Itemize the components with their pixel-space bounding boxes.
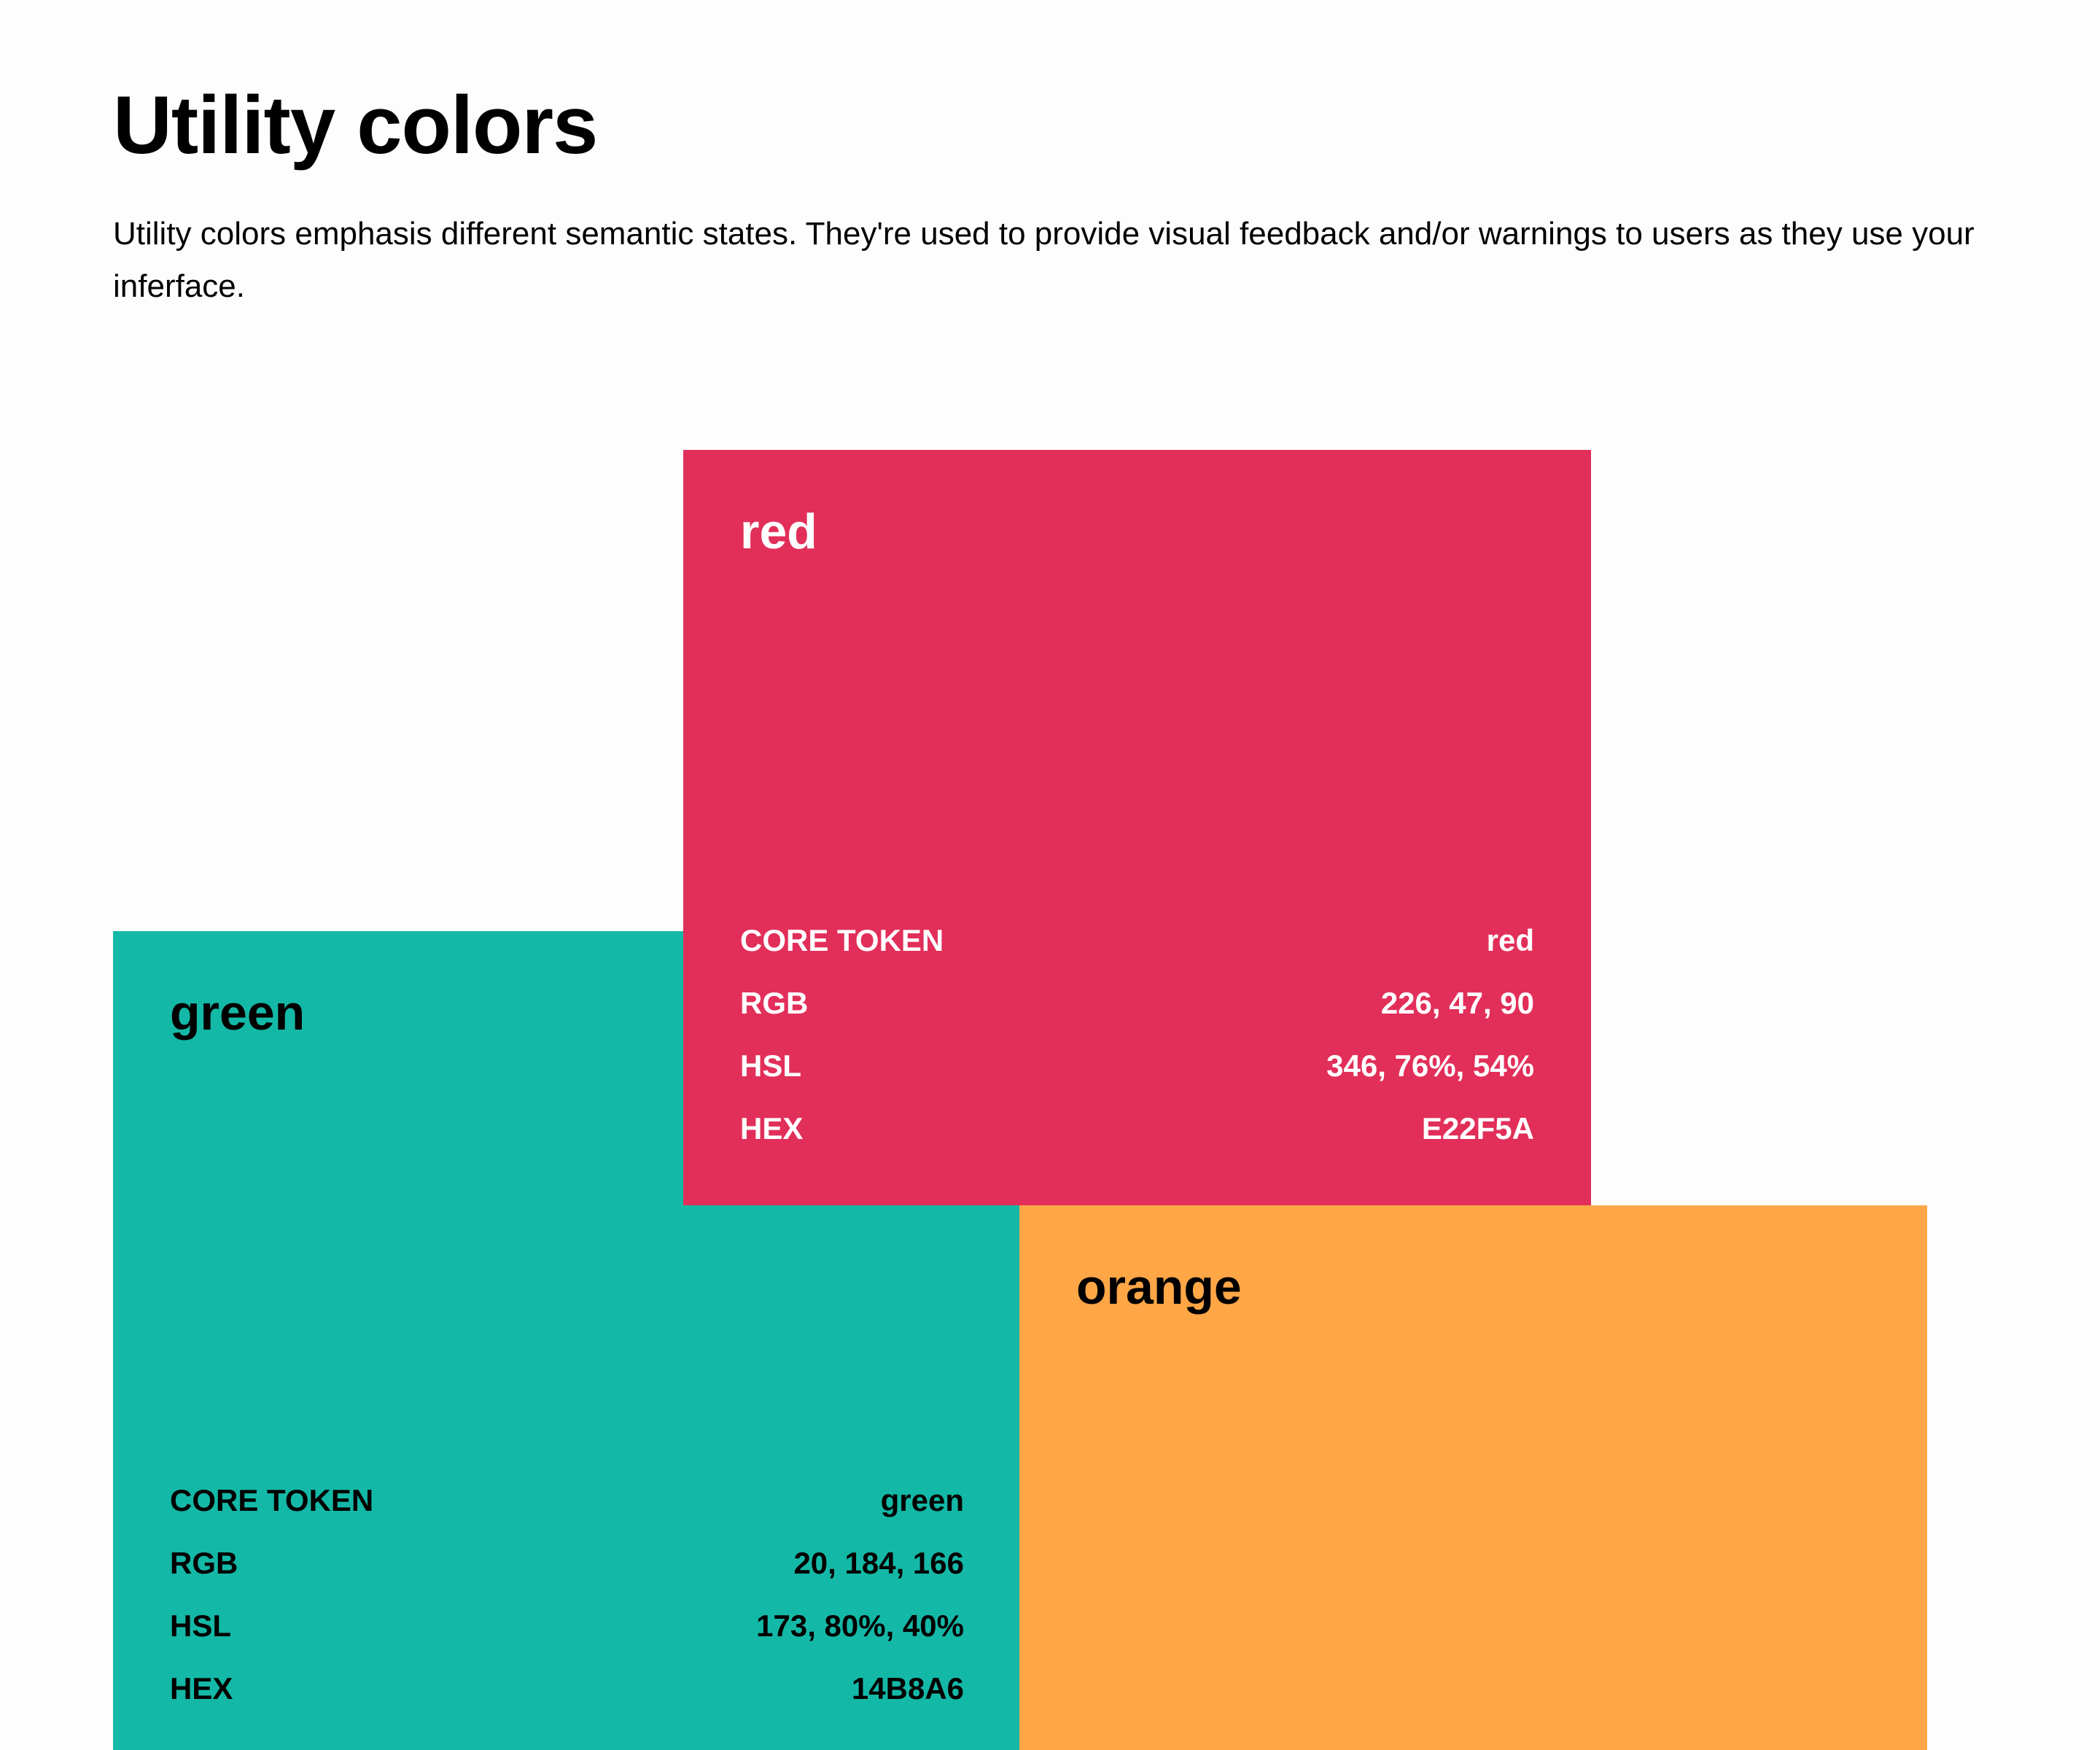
meta-value: 173, 80%, 40%: [756, 1609, 964, 1643]
meta-row-rgb: RGB 226, 47, 90: [740, 972, 1534, 1035]
meta-label: RGB: [740, 986, 809, 1020]
meta-label: CORE TOKEN: [740, 923, 944, 957]
swatch-meta-list: CORE TOKEN green RGB 20, 184, 166 HSL 17…: [170, 1469, 964, 1720]
meta-value: 226, 47, 90: [1380, 986, 1534, 1020]
meta-label: HEX: [740, 1111, 804, 1146]
swatch-card-orange: orange: [1019, 1205, 1927, 1750]
meta-row-hsl: HSL 346, 76%, 54%: [740, 1035, 1534, 1097]
meta-value: green: [880, 1483, 964, 1517]
meta-value: 14B8A6: [851, 1671, 964, 1706]
meta-label: HSL: [740, 1049, 801, 1083]
meta-value: E22F5A: [1421, 1111, 1534, 1146]
page-title: Utility colors: [113, 79, 598, 171]
meta-label: RGB: [170, 1546, 238, 1580]
meta-row-core-token: CORE TOKEN green: [170, 1469, 964, 1532]
meta-row-core-token: CORE TOKEN red: [740, 909, 1534, 972]
swatch-card-red: red CORE TOKEN red RGB 226, 47, 90 HSL 3…: [683, 450, 1591, 1205]
meta-row-hex: HEX E22F5A: [740, 1097, 1534, 1160]
meta-row-hex: HEX 14B8A6: [170, 1657, 964, 1720]
meta-label: CORE TOKEN: [170, 1483, 374, 1517]
meta-row-rgb: RGB 20, 184, 166: [170, 1532, 964, 1595]
meta-label: HSL: [170, 1609, 231, 1643]
meta-value: red: [1486, 923, 1534, 957]
swatch-name: red: [740, 504, 817, 559]
page-intro: Utility colors emphasis different semant…: [113, 216, 1975, 304]
meta-row-hsl: HSL 173, 80%, 40%: [170, 1595, 964, 1657]
swatch-meta-list: CORE TOKEN red RGB 226, 47, 90 HSL 346, …: [740, 909, 1534, 1160]
meta-value: 20, 184, 166: [793, 1546, 964, 1580]
swatch-name: green: [170, 985, 306, 1041]
meta-label: HEX: [170, 1671, 233, 1706]
meta-value: 346, 76%, 54%: [1326, 1049, 1534, 1083]
swatch-name: orange: [1076, 1259, 1242, 1315]
